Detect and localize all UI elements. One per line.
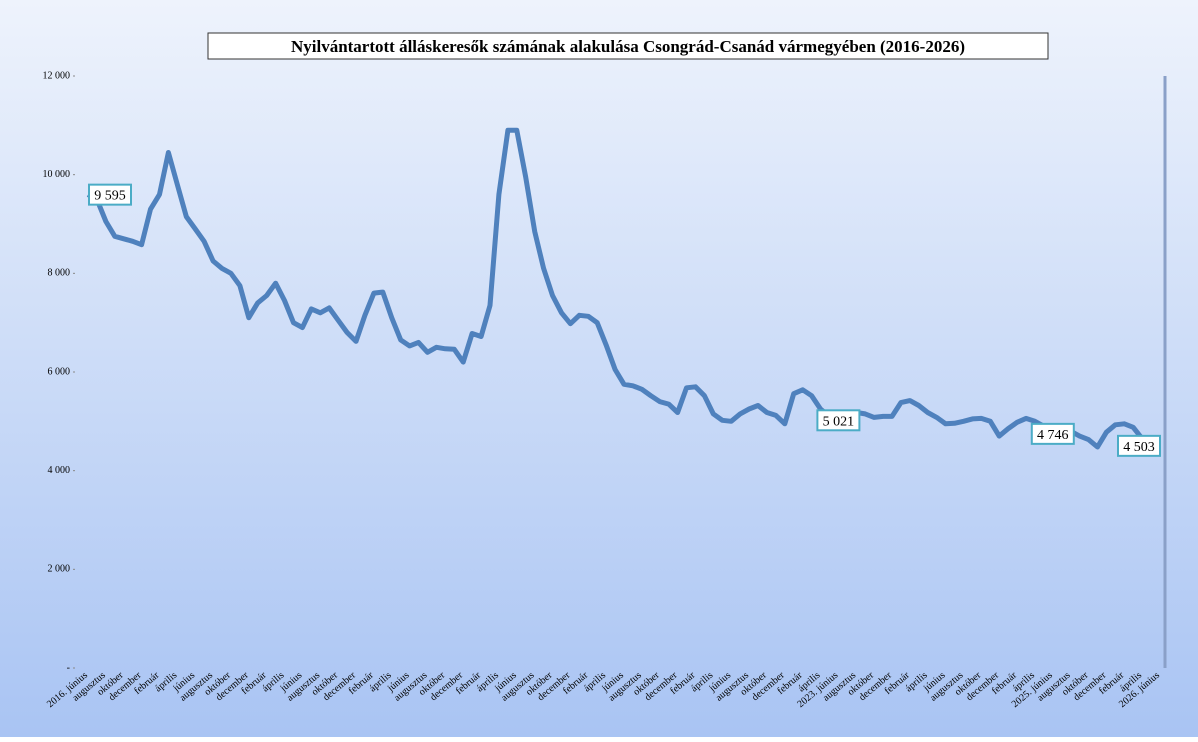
value-label: 9 595 bbox=[94, 189, 126, 204]
title-box bbox=[207, 32, 1049, 60]
value-label: 4 503 bbox=[1123, 440, 1155, 455]
chart-title: Nyilvántartott álláskeresők számának ala… bbox=[291, 37, 965, 56]
value-label-box bbox=[1030, 422, 1075, 445]
value-label-box bbox=[816, 409, 861, 432]
y-tick-label: 8 000 bbox=[48, 268, 71, 279]
y-tick-label: - bbox=[67, 662, 70, 673]
y-tick-label: 2 000 bbox=[48, 564, 71, 575]
value-label-box bbox=[1117, 434, 1161, 457]
value-label: 4 746 bbox=[1037, 428, 1069, 443]
value-label-box bbox=[88, 183, 132, 206]
y-tick-label: 6 000 bbox=[48, 366, 71, 377]
y-tick-label: 10 000 bbox=[43, 169, 71, 180]
y-tick-label: 4 000 bbox=[48, 465, 71, 476]
data-line bbox=[86, 127, 1161, 450]
value-label: 5 021 bbox=[823, 414, 855, 429]
y-tick-label: 12 000 bbox=[43, 70, 71, 81]
